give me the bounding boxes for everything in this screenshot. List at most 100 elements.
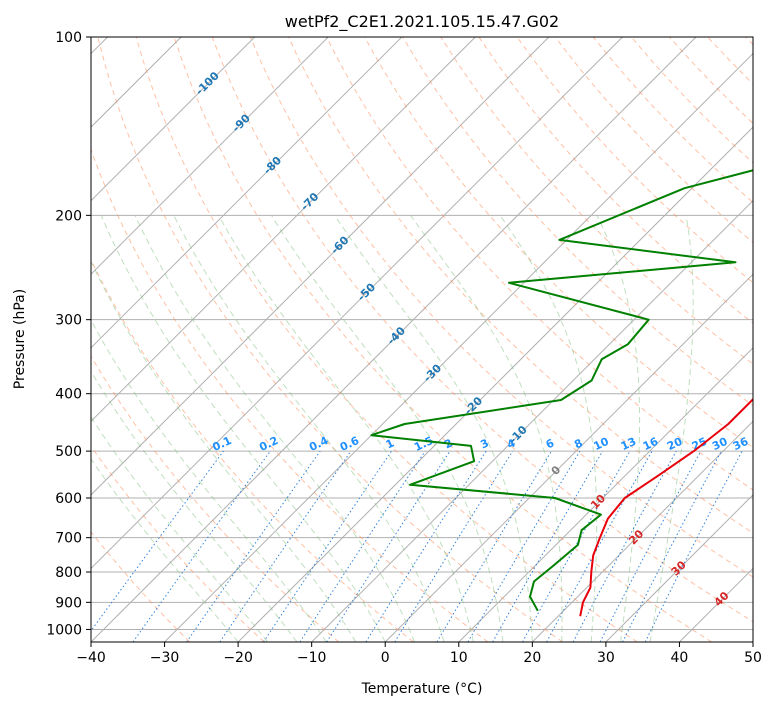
mixing-ratio-line: [299, 450, 426, 642]
mixing-ratio-label: 36: [731, 435, 751, 453]
moist-adiabat-line: [218, 215, 474, 642]
dry-adiabat-line: [440, 37, 753, 365]
mixing-ratio-line: [572, 450, 677, 642]
moist-adiabat-line: [100, 215, 386, 642]
isotherm-line: [164, 52, 753, 642]
y-axis: 100 200 300 400 500 600 700 800 900 1000: [46, 30, 91, 638]
y-tick-label: 300: [55, 313, 82, 329]
isotherm-line: [311, 199, 753, 642]
moist-adiabat-line: [91, 260, 357, 642]
dry-adiabat-line: [478, 37, 753, 324]
moist-adiabat-line: [134, 215, 416, 642]
isotherm-line: [91, 37, 403, 349]
dry-adiabat-line: [91, 355, 340, 642]
y-tick-label: 700: [55, 531, 82, 547]
isotherm-line: [531, 420, 753, 642]
dry-adiabat-line: [91, 445, 265, 642]
mixing-ratio-line: [522, 450, 631, 642]
y-tick-label: 600: [55, 491, 82, 507]
moist-adiabat-line: [334, 215, 533, 642]
chart-title: wetPf2_C2E1.2021.105.15.47.G02: [285, 12, 559, 32]
x-tick-label: 50: [744, 650, 762, 666]
plot-frame: [90, 36, 754, 643]
x-tick-label: −30: [150, 650, 180, 666]
mixing-ratio-label: 20: [665, 435, 685, 453]
isotherm-line: [91, 37, 697, 642]
dry-adiabat-line: [402, 37, 753, 407]
moist-adiabat-line: [649, 215, 694, 642]
y-tick-label: 100: [55, 30, 82, 46]
mixing-ratio-label: 10: [591, 435, 611, 453]
background-lines: [91, 37, 753, 642]
dry-adiabat-line: [669, 37, 753, 125]
x-tick-label: 20: [523, 650, 541, 666]
dry-adiabat-line: [91, 148, 489, 642]
x-tick-label: −10: [297, 650, 327, 666]
dry-adiabat-line: [173, 37, 713, 642]
isotherm-line: [458, 347, 753, 642]
isotherm-line: [91, 37, 623, 570]
moist-adiabat-line: [271, 215, 504, 642]
x-tick-label: −40: [76, 650, 106, 666]
mixing-ratio-line: [326, 450, 451, 642]
x-tick-label: 10: [450, 650, 468, 666]
y-tick-label: 1000: [46, 622, 82, 638]
dry-adiabat-line: [91, 531, 191, 642]
y-tick-label: 800: [55, 565, 82, 581]
dry-adiabat-line: [211, 37, 753, 623]
dry-adiabat-line: [97, 37, 563, 642]
series-group: [370, 169, 753, 617]
mixing-ratio-line: [263, 450, 392, 642]
isotherm-line: [91, 37, 329, 275]
isotherm-line: [91, 37, 476, 423]
y-axis-label: Pressure (hPa): [12, 289, 28, 389]
mixing-ratio-line: [219, 450, 352, 642]
isotherm-line: [679, 567, 753, 642]
mixing-ratio-label: 30: [710, 435, 730, 453]
isotherm-line: [384, 273, 753, 642]
y-tick-label: 400: [55, 387, 82, 403]
mixing-ratio-line: [546, 450, 653, 642]
isotherm-line: [752, 641, 753, 642]
temperature-series-line: [579, 397, 753, 617]
moist-adiabat-line: [91, 416, 268, 642]
dry-adiabat-line: [745, 37, 753, 46]
mixing-ratio-line: [132, 450, 271, 642]
dewpoint-series-line: [370, 169, 753, 612]
dry-adiabat-line: [249, 37, 753, 578]
isotherm-line: [91, 37, 550, 496]
dry-adiabat-line: [516, 37, 753, 284]
mixing-ratio-label: 16: [641, 435, 661, 453]
mixing-ratio-label: 6: [544, 436, 557, 451]
mixing-ratio-line: [467, 450, 581, 642]
x-tick-label: 40: [671, 650, 689, 666]
dry-adiabat-line: [91, 258, 414, 642]
moist-adiabat-line: [91, 319, 327, 642]
isotherm-line: [91, 37, 256, 202]
x-axis-label: Temperature (°C): [361, 681, 483, 697]
dry-adiabat-line: [707, 37, 753, 85]
x-tick-label: −20: [223, 650, 253, 666]
mixing-ratio-line: [91, 450, 224, 632]
moist-adiabat-line: [91, 370, 298, 642]
y-tick-label: 900: [55, 595, 82, 611]
dry-adiabat-line: [592, 37, 753, 204]
moist-adiabat-line: [596, 215, 641, 642]
moist-adiabat-line: [91, 458, 239, 642]
moist-adiabat-line: [410, 215, 563, 642]
isotherm-line: [605, 494, 753, 642]
isotherm-line: [237, 126, 753, 642]
mixing-ratio-label: 25: [690, 435, 709, 453]
mixing-ratio-line: [186, 450, 321, 642]
moist-adiabat-line: [173, 215, 445, 642]
mixing-ratio-line: [644, 450, 743, 642]
mixing-ratio-line: [394, 450, 514, 642]
y-tick-label: 200: [55, 208, 82, 224]
x-tick-label: 0: [381, 650, 390, 666]
x-tick-label: 30: [597, 650, 615, 666]
x-axis: −40 −30 −20 −10 0 10 20 30 40 50: [76, 642, 762, 666]
mixing-ratio-label: 13: [619, 435, 638, 453]
dry-adiabat-line: [287, 37, 753, 534]
y-tick-label: 500: [55, 444, 82, 460]
